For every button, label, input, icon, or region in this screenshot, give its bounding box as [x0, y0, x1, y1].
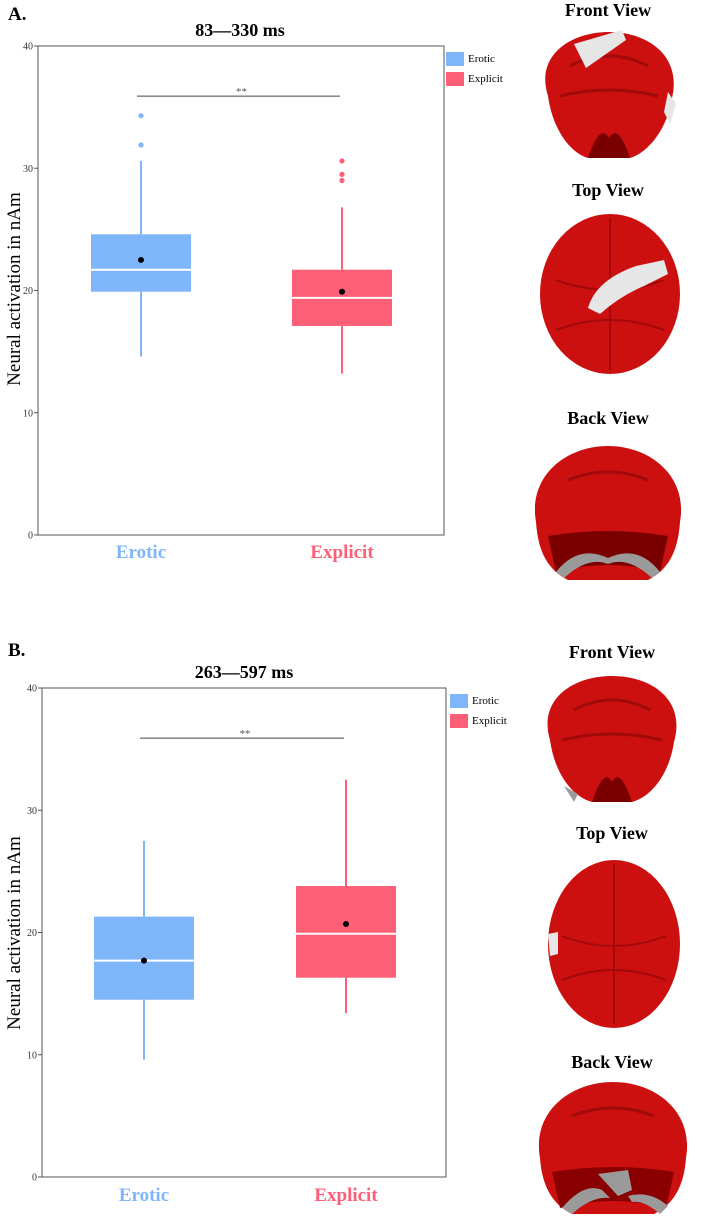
- y-tick-label: 30: [23, 164, 33, 175]
- panel-a-brain-back-image: [534, 446, 682, 580]
- legend-item-explicit: Explicit: [450, 711, 507, 731]
- panel-a-back-view-label: Back View: [567, 408, 649, 428]
- legend-label-explicit: Explicit: [468, 73, 503, 85]
- panel-b-brain-back-image: [538, 1082, 688, 1214]
- panel-a-title: 83—330 ms: [195, 20, 285, 40]
- legend-item-erotic: Erotic: [450, 691, 507, 711]
- panel-a-legend: Erotic Explicit: [446, 49, 503, 89]
- panel-a-top-view-label: Top View: [572, 180, 644, 200]
- mean-point-explicit: [343, 920, 349, 927]
- y-tick-label: 20: [27, 928, 37, 939]
- legend-swatch-erotic: [450, 694, 468, 708]
- panel-b-title: 263—597 ms: [194, 662, 294, 682]
- panel-b-front-view-label: Front View: [568, 642, 656, 662]
- panel-b-back-view-label: Back View: [571, 1052, 653, 1072]
- y-tick-label: 40: [27, 684, 37, 695]
- outlier-point-erotic: [138, 142, 144, 148]
- outlier-point-explicit: [339, 171, 345, 177]
- y-tick-label: 0: [32, 1173, 37, 1184]
- legend-swatch-erotic: [446, 52, 464, 66]
- legend-swatch-explicit: [450, 714, 468, 728]
- y-tick-label: 40: [23, 42, 33, 53]
- x-category-label-explicit: Explicit: [310, 542, 374, 563]
- panel-a-letter: A.: [8, 4, 27, 25]
- y-tick-label: 20: [23, 286, 33, 297]
- outlier-point-erotic: [138, 113, 144, 119]
- panel-a-brain-front-image: [545, 30, 676, 158]
- x-category-label-erotic: Erotic: [119, 1185, 169, 1206]
- legend-label-erotic: Erotic: [468, 53, 495, 65]
- significance-label: **: [236, 86, 247, 98]
- legend-item-explicit: Explicit: [446, 69, 503, 89]
- panel-b-brain-top-image: [548, 860, 680, 1028]
- legend-label-explicit: Explicit: [472, 715, 507, 727]
- box-explicit: [296, 886, 396, 978]
- panel-b-top-view-label: Top View: [576, 823, 648, 843]
- legend-item-erotic: Erotic: [446, 49, 503, 69]
- x-category-label-explicit: Explicit: [314, 1185, 378, 1206]
- box-erotic: [91, 234, 191, 292]
- panel-b-legend: Erotic Explicit: [450, 691, 507, 731]
- panel-a-front-view-label: Front View: [564, 0, 652, 20]
- outlier-point-explicit: [339, 177, 345, 184]
- y-tick-label: 10: [23, 408, 33, 419]
- y-tick-label: 0: [28, 531, 33, 542]
- mean-point-erotic: [138, 256, 144, 263]
- y-tick-label: 30: [27, 806, 37, 817]
- panel-b-chart: 0 10 20 30 40 ** Erotic Explicit: [27, 684, 447, 1206]
- panel-a-brain-top-image: [540, 214, 680, 374]
- legend-swatch-explicit: [446, 72, 464, 86]
- x-category-label-erotic: Erotic: [116, 542, 166, 563]
- mean-point-explicit: [339, 288, 345, 295]
- panel-b-letter: B.: [8, 640, 26, 661]
- outlier-point-explicit: [339, 158, 345, 164]
- significance-label: **: [240, 728, 251, 740]
- y-tick-label: 10: [27, 1050, 37, 1061]
- panel-a-chart: 0 10 20 30 40 ** Erotic Explicit: [23, 42, 445, 563]
- mean-point-erotic: [141, 957, 147, 964]
- legend-label-erotic: Erotic: [472, 695, 499, 707]
- panel-b-brain-front-image: [547, 676, 677, 802]
